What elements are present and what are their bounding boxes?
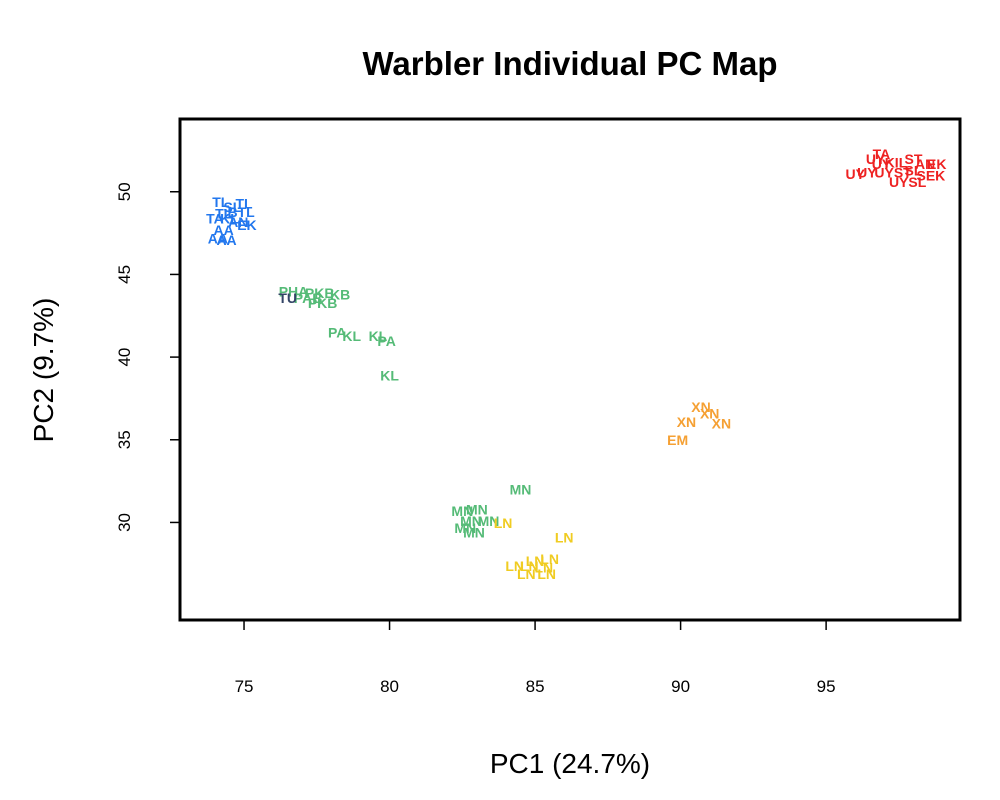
data-point-label: ST (904, 151, 922, 167)
data-point-label: XN (712, 416, 731, 432)
data-point-label: MN (460, 513, 482, 529)
data-point-label: MN (510, 482, 532, 498)
data-point-label: UY (857, 164, 877, 180)
x-tick-label: 95 (817, 677, 836, 696)
data-point-label: LN (526, 553, 545, 569)
data-point-label: MN (466, 502, 488, 518)
data-point-label: SEK (916, 168, 945, 184)
data-point-label: AN (228, 214, 248, 230)
data-point-label: LN (555, 530, 574, 546)
x-tick-label: 90 (671, 677, 690, 696)
data-point-label: UYST (874, 164, 912, 180)
chart-title: Warbler Individual PC Map (363, 45, 778, 82)
data-point-label: TL (215, 206, 233, 222)
data-point-label: PKB (305, 285, 335, 301)
y-axis-title: PC2 (9.7%) (28, 298, 59, 443)
data-point-label: MN (451, 503, 473, 519)
data-point-label: TL (235, 196, 253, 212)
data-point-label: LN (517, 566, 536, 582)
data-point-label: UY (845, 166, 865, 182)
data-point-label: LN (534, 559, 553, 575)
data-point-label: LN (494, 515, 513, 531)
x-axis-title: PC1 (24.7%) (490, 748, 650, 779)
data-point-label: AA (216, 232, 236, 248)
data-point-label: XN (677, 414, 696, 430)
y-tick-label: 35 (115, 430, 134, 449)
data-point-label: PA (377, 333, 395, 349)
data-point-label: PA (328, 325, 346, 341)
data-point-label: AA (214, 222, 234, 238)
data-point-label: XN (700, 406, 719, 422)
data-point-label: BTL (228, 204, 256, 220)
y-tick-label: 50 (115, 182, 134, 201)
data-point-label: TA (206, 211, 224, 227)
y-tick-label: 45 (115, 265, 134, 284)
data-point-label: KIL (885, 154, 908, 170)
data-point-label: TU (278, 290, 297, 306)
data-point-label: EK (237, 217, 256, 233)
data-point-label: EM (667, 432, 688, 448)
data-point-label: TA (873, 146, 891, 162)
data-point-label: MN (454, 520, 476, 536)
data-point-label: XN (691, 399, 710, 415)
x-tick-label: 75 (235, 677, 254, 696)
data-point-label: EK (927, 156, 946, 172)
x-tick-label: 80 (380, 677, 399, 696)
data-point-label: KL (380, 368, 399, 384)
data-point-label: LN (537, 566, 556, 582)
y-tick-label: 30 (115, 513, 134, 532)
data-point-label: MN (463, 525, 485, 541)
y-axis: 30 35 40 45 50 (115, 182, 180, 532)
data-point-label: UY (872, 156, 892, 172)
x-tick-label: 85 (526, 677, 545, 696)
data-point-label: MN (478, 513, 500, 529)
data-point-label: SL (904, 163, 922, 179)
data-point-label: PKB (308, 295, 338, 311)
data-point-label: PHA (279, 283, 309, 299)
data-point-label: LN (520, 558, 539, 574)
data-point-label: LN (505, 558, 524, 574)
x-axis: 75 80 85 90 95 (235, 620, 836, 696)
data-point-label: KL (369, 328, 388, 344)
data-point-label: KL (342, 328, 361, 344)
data-point-label: AN (915, 156, 935, 172)
data-point-label: UYSL (889, 174, 927, 190)
data-point-label: LN (540, 551, 559, 567)
y-tick-label: 40 (115, 348, 134, 367)
data-point-label: SL (223, 199, 241, 215)
data-point-label: KL (220, 211, 239, 227)
data-point-label: UY (866, 151, 886, 167)
data-point-label: PAB (294, 290, 323, 306)
plot-frame (178, 117, 962, 622)
data-point-label: TL (212, 194, 230, 210)
data-point-label: KB (330, 287, 350, 303)
data-point-label: AA (208, 230, 228, 246)
